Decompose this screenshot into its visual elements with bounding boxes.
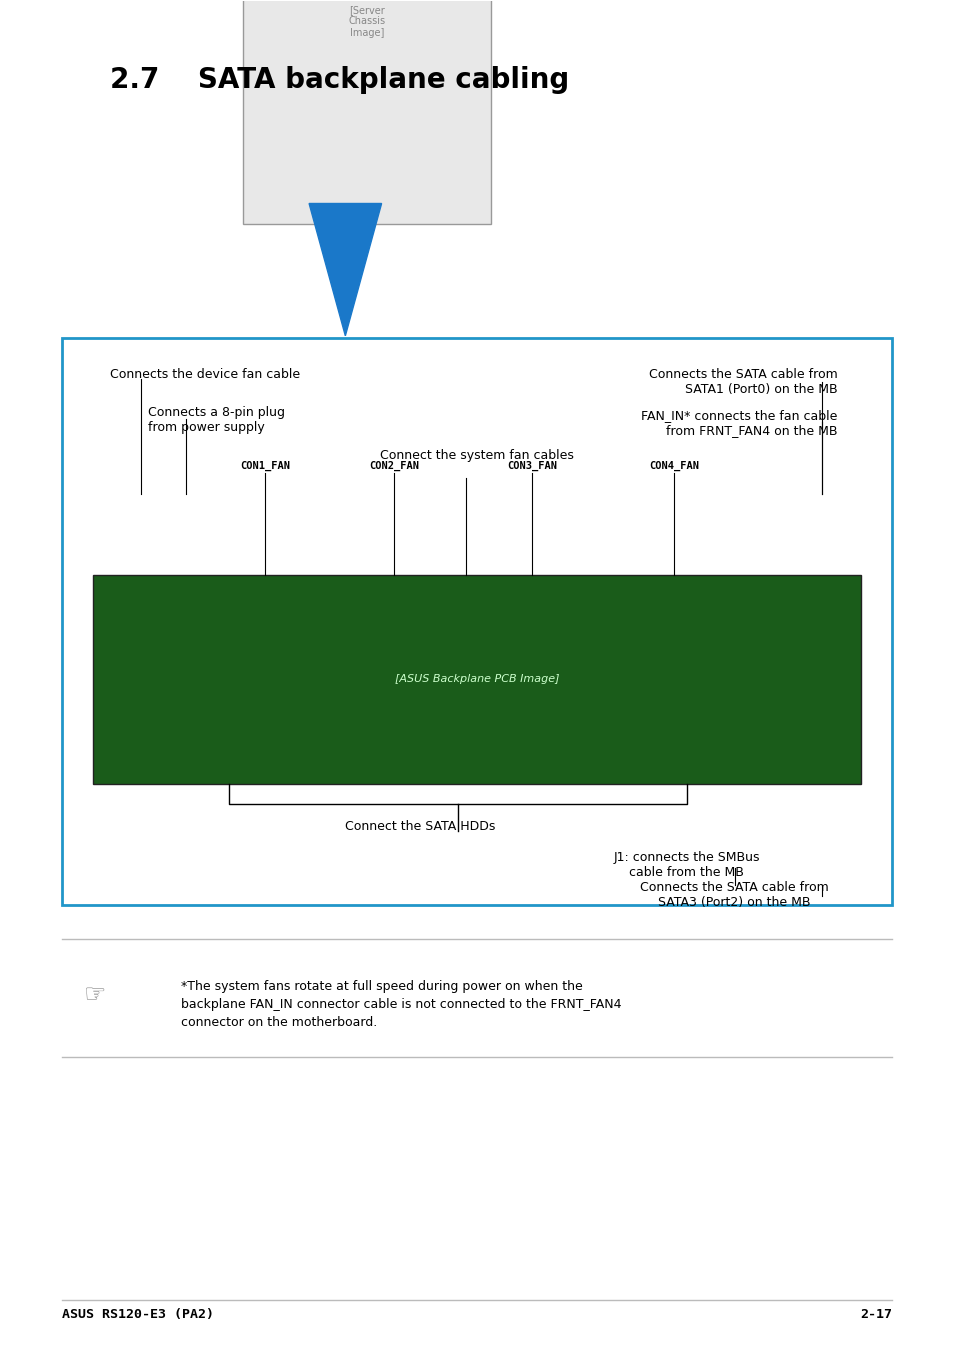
Polygon shape — [309, 204, 381, 336]
Text: CON1_FAN: CON1_FAN — [240, 461, 290, 470]
Text: CON2_FAN: CON2_FAN — [369, 461, 418, 470]
Text: Connects a 8-pin plug
from power supply: Connects a 8-pin plug from power supply — [148, 407, 285, 434]
FancyBboxPatch shape — [243, 0, 491, 224]
Text: Connect the system fan cables: Connect the system fan cables — [379, 449, 574, 462]
Text: J1: connects the SMBus
cable from the MB: J1: connects the SMBus cable from the MB — [613, 851, 760, 880]
Text: [ASUS Backplane PCB Image]: [ASUS Backplane PCB Image] — [395, 674, 558, 685]
Text: CON3_FAN: CON3_FAN — [507, 461, 557, 470]
Text: 2.7    SATA backplane cabling: 2.7 SATA backplane cabling — [110, 66, 568, 93]
Text: CON4_FAN: CON4_FAN — [649, 461, 699, 470]
Text: [Server
Chassis
Image]: [Server Chassis Image] — [349, 4, 385, 38]
Text: ASUS RS120-E3 (PA2): ASUS RS120-E3 (PA2) — [62, 1308, 213, 1321]
Text: Connect the SATA HDDs: Connect the SATA HDDs — [344, 820, 495, 834]
Text: FAN_IN* connects the fan cable
from FRNT_FAN4 on the MB: FAN_IN* connects the fan cable from FRNT… — [640, 409, 837, 436]
Text: 2-17: 2-17 — [859, 1308, 891, 1321]
Text: Connects the SATA cable from
SATA1 (Port0) on the MB: Connects the SATA cable from SATA1 (Port… — [648, 369, 837, 396]
Text: Connects the device fan cable: Connects the device fan cable — [110, 369, 299, 381]
FancyBboxPatch shape — [93, 574, 860, 784]
Text: Connects the SATA cable from
SATA3 (Port2) on the MB: Connects the SATA cable from SATA3 (Port… — [639, 881, 828, 909]
Text: ☞: ☞ — [84, 984, 107, 1008]
Text: *The system fans rotate at full speed during power on when the
backplane FAN_IN : *The system fans rotate at full speed du… — [181, 979, 621, 1028]
